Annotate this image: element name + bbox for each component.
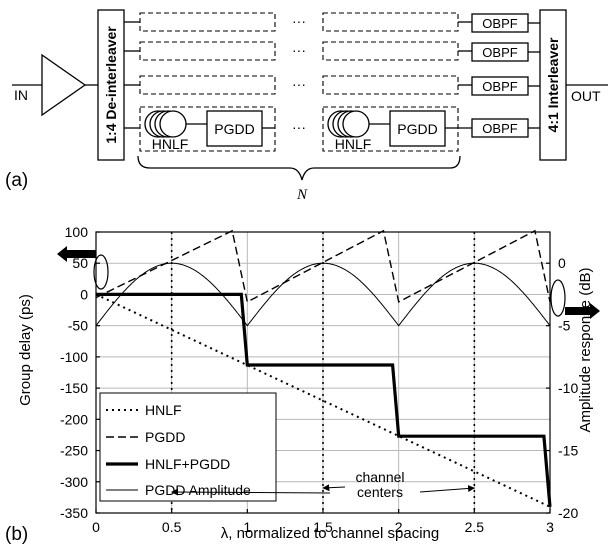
x-tick-label: 0.5 bbox=[162, 519, 182, 535]
y-left-tick-label: 50 bbox=[72, 255, 88, 271]
obpf-label: OBPF bbox=[482, 16, 517, 31]
series-line-hnlf-pgdd bbox=[96, 292, 552, 507]
panel-a-label: (a) bbox=[5, 170, 28, 191]
channel-center-arrow bbox=[170, 488, 331, 496]
left-axis-callout bbox=[57, 246, 109, 290]
y-left-tick-label: -100 bbox=[60, 349, 88, 365]
interleaver-box bbox=[539, 9, 567, 161]
x-tick-label: 2.5 bbox=[465, 519, 485, 535]
fiber-coil-icon bbox=[327, 110, 370, 138]
y-axis-left-title: Group delay (ps) bbox=[17, 294, 34, 406]
obpf-label: OBPF bbox=[482, 79, 517, 94]
left-series-ellipse bbox=[93, 254, 109, 290]
y-left-tick-label: -350 bbox=[60, 505, 88, 521]
legend: HNLF PGDD HNLF+PGDD PGDD Amplitude bbox=[99, 392, 277, 502]
channel-centers-annotation: channel centers bbox=[170, 469, 476, 500]
x-tick-label: 2 bbox=[395, 519, 403, 535]
legend-label: HNLF+PGDD bbox=[145, 456, 230, 472]
y-left-tick-label: -150 bbox=[60, 380, 88, 396]
x-tick-label: 1.5 bbox=[313, 519, 333, 535]
y-left-tick-label: -250 bbox=[60, 443, 88, 459]
x-tick-label: 0 bbox=[92, 519, 100, 535]
out-label: OUT bbox=[571, 88, 601, 104]
x-axis-title: λ, normalized to channel spacing bbox=[221, 525, 439, 542]
branch-rows: ··· ··· ··· bbox=[124, 12, 472, 95]
series-layer bbox=[95, 229, 552, 508]
hnlf-label: HNLF bbox=[152, 136, 189, 152]
y-right-tick-label: -20 bbox=[558, 505, 578, 521]
row-3-ellipsis: ··· bbox=[292, 76, 306, 92]
y-left-tick-label: 0 bbox=[80, 286, 88, 302]
x-tick-label: 1 bbox=[243, 519, 251, 535]
channel-center-arrow bbox=[322, 484, 346, 492]
pgdd-label: PGDD bbox=[214, 121, 254, 137]
x-tick-label: 3 bbox=[546, 519, 554, 535]
branch-row-2 bbox=[124, 41, 472, 61]
legend-item-hnlf: HNLF bbox=[106, 402, 182, 418]
annotation-line-2: centers bbox=[357, 484, 403, 500]
stage-n: HNLF PGDD bbox=[322, 106, 472, 152]
legend-box bbox=[99, 392, 277, 502]
row-4-ellipsis: ··· bbox=[292, 119, 306, 135]
legend-item-hnlf-pgdd: HNLF+PGDD bbox=[106, 456, 230, 472]
obpf-filters: OBPF OBPF OBPF OBPF bbox=[471, 13, 540, 138]
branch-row-3 bbox=[124, 75, 472, 95]
right-series-ellipse bbox=[550, 279, 566, 317]
chart: 100500-50-100-150-200-250-300-3500-5-10-… bbox=[5, 224, 600, 544]
series-line-pgdd-amplitude bbox=[95, 262, 551, 327]
y-left-tick-label: -50 bbox=[68, 318, 88, 334]
stage-1: HNLF PGDD bbox=[124, 106, 276, 152]
y-right-tick-label: -5 bbox=[558, 318, 571, 334]
right-axis-arrow-icon bbox=[565, 303, 600, 319]
interleaver-label: 4:1 Interleaver bbox=[545, 37, 561, 132]
legend-label: HNLF bbox=[145, 402, 182, 418]
obpf-label: OBPF bbox=[482, 45, 517, 60]
y-left-tick-label: -200 bbox=[60, 411, 88, 427]
n-label: N bbox=[296, 187, 308, 203]
y-left-tick-label: -300 bbox=[60, 474, 88, 490]
legend-label: PGDD bbox=[145, 429, 185, 445]
amplifier-icon bbox=[41, 53, 87, 117]
pgdd-box bbox=[206, 110, 263, 147]
channel-center-arrow bbox=[419, 484, 476, 493]
left-axis-arrow-icon bbox=[57, 246, 96, 262]
in-label: IN bbox=[14, 87, 28, 103]
row-1-ellipsis: ··· bbox=[292, 13, 306, 29]
stage-n-enclosure bbox=[322, 106, 459, 152]
y-right-tick-label: -15 bbox=[558, 443, 578, 459]
hnlf-label: HNLF bbox=[335, 136, 372, 152]
schematic: IN 1:4 De-interleaver bbox=[5, 9, 608, 203]
y-right-tick-label: -10 bbox=[558, 380, 578, 396]
series-line-pgdd bbox=[95, 229, 551, 303]
fiber-coil-icon bbox=[144, 110, 187, 138]
row-2-ellipsis: ··· bbox=[292, 42, 306, 58]
stage-1-enclosure bbox=[139, 106, 276, 152]
legend-item-pgdd: PGDD bbox=[106, 429, 185, 445]
branch-row-1 bbox=[124, 12, 472, 32]
deinterleaver-label: 1:4 De-interleaver bbox=[103, 26, 119, 144]
y-right-tick-label: 0 bbox=[558, 255, 566, 271]
y-axis-right-title: Amplitude response (dB) bbox=[577, 267, 594, 432]
obpf-label: OBPF bbox=[482, 121, 517, 136]
annotation-line-1: channel bbox=[355, 469, 404, 485]
right-axis-callout bbox=[550, 279, 600, 319]
y-left-tick-label: 100 bbox=[65, 224, 89, 240]
pgdd-label: PGDD bbox=[397, 121, 437, 137]
panel-b-label: (b) bbox=[5, 524, 28, 544]
n-brace bbox=[137, 155, 461, 181]
legend-label: PGDD Amplitude bbox=[145, 482, 251, 498]
ticks-layer: 100500-50-100-150-200-250-300-3500-5-10-… bbox=[60, 224, 578, 535]
